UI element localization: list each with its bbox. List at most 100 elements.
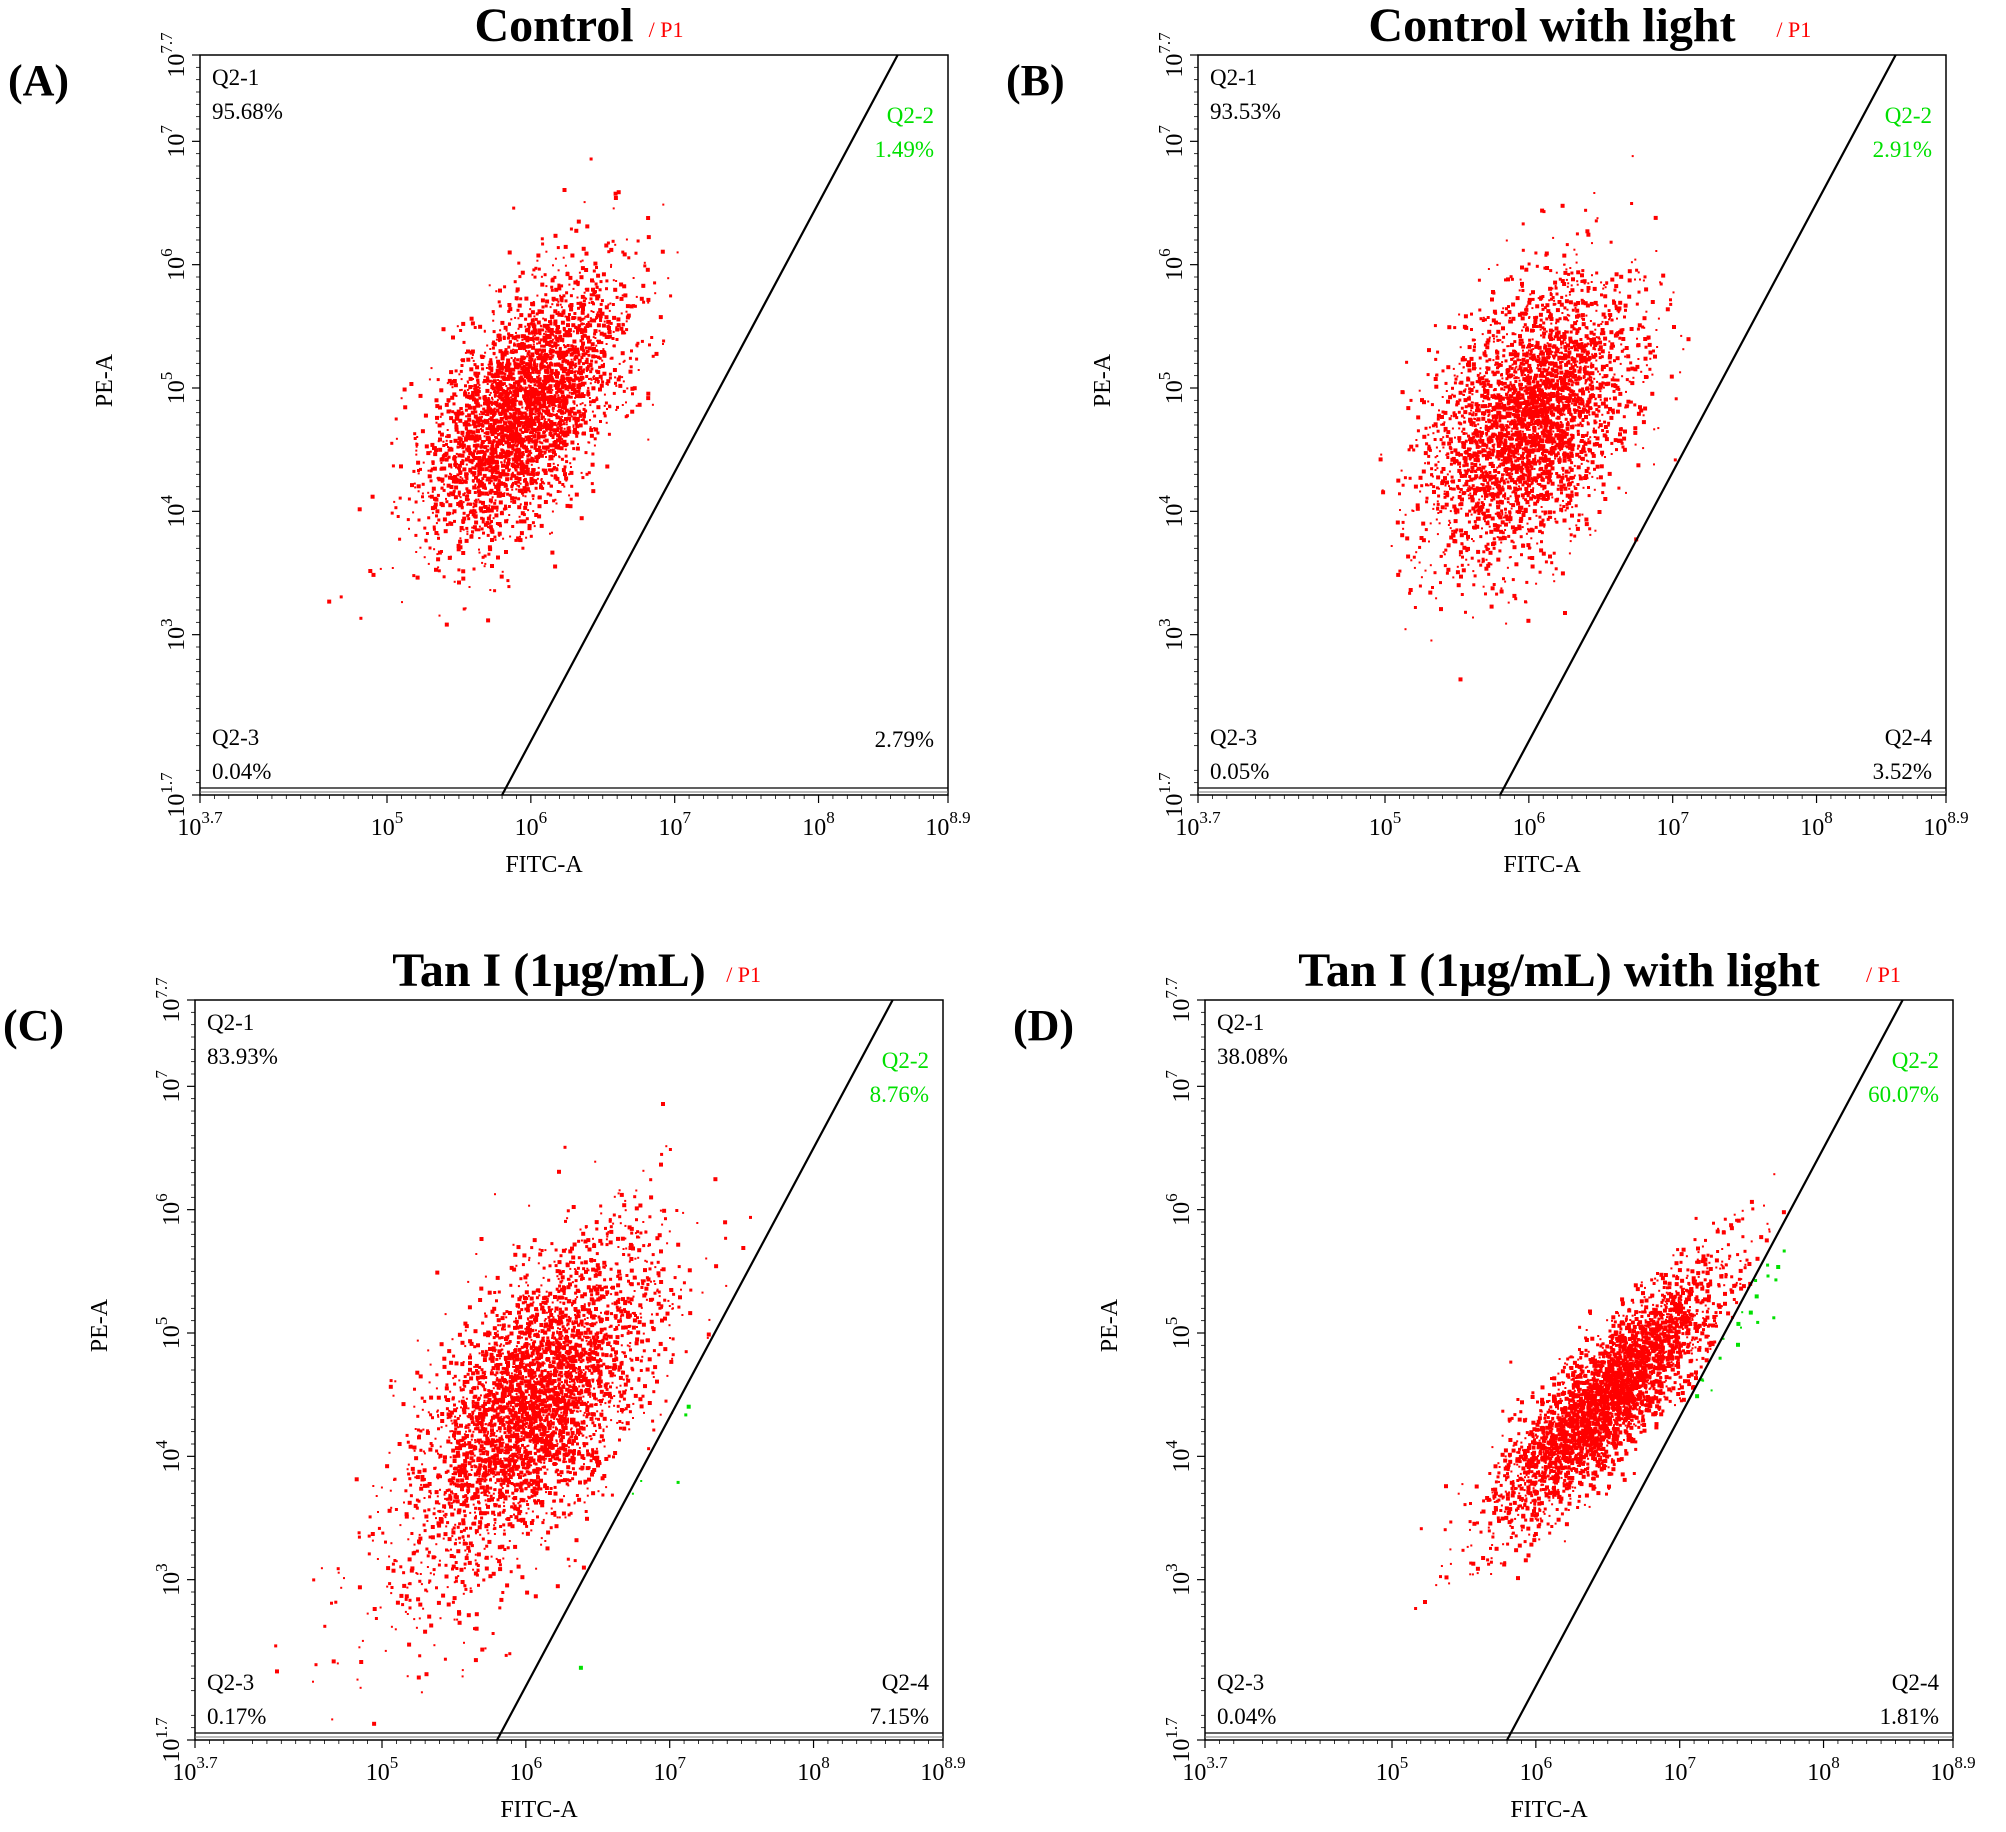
panel-a-q4-percent: 2.79%	[875, 727, 934, 752]
panel-d-q4-name: Q2-4	[1892, 1670, 1940, 1695]
panel-c-y-tick-label-5: 107	[152, 1070, 185, 1103]
panel-c-title: Tan I (1μg/mL)	[392, 944, 706, 997]
panel-b-q1-name: Q2-1	[1210, 65, 1257, 90]
panel-c-gate-name: / P1	[726, 962, 761, 987]
panel-a-x-tick-label-5: 108.9	[925, 808, 970, 841]
panel-b-q2-name: Q2-2	[1885, 103, 1932, 128]
panel-b-y-tick-label-0: 101.7	[1155, 772, 1188, 818]
panel-c-q1-percent: 83.93%	[207, 1044, 278, 1069]
panel-c-y-tick-label-1: 103	[152, 1563, 185, 1596]
panel-c-label: (C)	[3, 1001, 64, 1050]
panel-d-events-q2-1	[1414, 1173, 1786, 1610]
panel-d-gate-name: / P1	[1866, 962, 1901, 987]
panel-d-x-tick-label-1: 105	[1376, 1753, 1409, 1786]
panel-c-x-tick-label-3: 107	[653, 1753, 686, 1786]
panel-c-events-q2-1	[274, 1102, 752, 1726]
panel-d-q4-percent: 1.81%	[1880, 1704, 1939, 1729]
panel-a-label: (A)	[8, 56, 69, 105]
panel-b-q3-percent: 0.05%	[1210, 759, 1269, 784]
panel-d-title: Tan I (1μg/mL) with light	[1298, 944, 1820, 997]
panel-b-events-q2-1	[1378, 155, 1691, 682]
panel-a-y-tick-label-5: 107	[157, 125, 190, 158]
panel-c-y-tick-label-6: 107.7	[152, 977, 185, 1023]
panel-c-y-tick-label-3: 105	[152, 1317, 185, 1350]
panel-b-y-tick-label-2: 104	[1155, 495, 1188, 528]
panel-c-y-tick-label-2: 104	[152, 1440, 185, 1473]
panel-b-q4-percent: 3.52%	[1873, 759, 1932, 784]
panel-b-x-tick-label-1: 105	[1369, 808, 1402, 841]
panel-b-y-tick-label-6: 107.7	[1155, 32, 1188, 78]
panel-b-q4-name: Q2-4	[1885, 725, 1933, 750]
panel-d-q2-name: Q2-2	[1892, 1048, 1939, 1073]
panel-a-y-tick-label-6: 107.7	[157, 32, 190, 78]
panel-d-q1-percent: 38.08%	[1217, 1044, 1288, 1069]
panel-b-y-tick-label-1: 103	[1155, 618, 1188, 651]
panel-c-q2-name: Q2-2	[882, 1048, 929, 1073]
panel-c-q3-percent: 0.17%	[207, 1704, 266, 1729]
panel-c-gate-line	[496, 999, 894, 1741]
panel-d-x-axis-label: FITC-A	[1510, 1797, 1588, 1823]
panel-d-gate-line	[1506, 999, 1904, 1741]
panel-c-q1-name: Q2-1	[207, 1010, 254, 1035]
panel-b-x-tick-label-0: 103.7	[1175, 808, 1221, 841]
panel-c-q2-percent: 8.76%	[870, 1082, 929, 1107]
panel-b: Control with light / P1 (B) 103.7 105 106 107 1…	[1006, 0, 1969, 878]
panel-d-y-axis-label: PE-A	[1097, 1298, 1123, 1352]
panel-c-x-tick-label-4: 108	[797, 1753, 830, 1786]
panel-c-q3-name: Q2-3	[207, 1670, 254, 1695]
panel-b-x-tick-label-2: 106	[1513, 808, 1546, 841]
panel-d-events-q2-2	[1695, 1249, 1786, 1399]
panel-b-y-axis-label: PE-A	[1090, 353, 1116, 407]
panel-b-x-tick-label-5: 108.9	[1923, 808, 1968, 841]
panel-a-x-tick-label-0: 103.7	[177, 808, 223, 841]
panel-b-q3-name: Q2-3	[1210, 725, 1257, 750]
panel-a-q3-percent: 0.04%	[212, 759, 271, 784]
panel-a-y-tick-label-2: 104	[157, 495, 190, 528]
panel-a-y-axis-label: PE-A	[92, 353, 118, 407]
panel-b-title: Control with light	[1368, 0, 1735, 52]
panel-a-x-tick-label-3: 107	[658, 808, 691, 841]
panel-d-x-tick-label-5: 108.9	[1930, 1753, 1975, 1786]
panel-c-x-tick-label-0: 103.7	[172, 1753, 218, 1786]
panel-d-x-tick-label-0: 103.7	[1182, 1753, 1228, 1786]
panel-b-gate-line	[1499, 54, 1897, 796]
panel-d-q2-percent: 60.07%	[1868, 1082, 1939, 1107]
panel-d-x-tick-label-2: 106	[1520, 1753, 1553, 1786]
panel-b-y-tick-label-4: 106	[1155, 248, 1188, 281]
panel-d-y-tick-label-2: 104	[1162, 1440, 1195, 1473]
panel-b-x-tick-label-3: 107	[1656, 808, 1689, 841]
panel-a-q1-name: Q2-1	[212, 65, 259, 90]
panel-c-q4-percent: 7.15%	[870, 1704, 929, 1729]
panel-b-x-tick-label-4: 108	[1800, 808, 1833, 841]
panel-d-q3-name: Q2-3	[1217, 1670, 1264, 1695]
panel-a: Control / P1 (A) 103.7 105 106 107 108 108.9 101.…	[8, 0, 971, 878]
panel-a-x-axis-label: FITC-A	[505, 852, 583, 878]
panel-d-y-tick-label-1: 103	[1162, 1563, 1195, 1596]
panel-c: Tan I (1μg/mL) / P1 (C) 103.7 105 106 107 108 10…	[3, 944, 966, 1823]
panel-c-q4-name: Q2-4	[882, 1670, 930, 1695]
panel-d-y-tick-label-0: 101.7	[1162, 1717, 1195, 1763]
panel-c-y-tick-label-0: 101.7	[152, 1717, 185, 1763]
panel-d-y-tick-label-6: 107.7	[1162, 977, 1195, 1023]
panel-b-label: (B)	[1006, 56, 1065, 105]
panel-a-y-tick-label-3: 105	[157, 372, 190, 405]
panel-a-gate-name: / P1	[649, 17, 684, 42]
panel-d: Tan I (1μg/mL) with light / P1 (D) 103.7 105…	[1013, 944, 1976, 1823]
panel-a-q3-name: Q2-3	[212, 725, 259, 750]
panel-a-x-tick-label-2: 106	[515, 808, 548, 841]
panel-c-x-tick-label-5: 108.9	[920, 1753, 965, 1786]
panel-c-x-tick-label-2: 106	[510, 1753, 543, 1786]
panel-a-y-tick-label-4: 106	[157, 248, 190, 281]
panel-b-gate-name: / P1	[1776, 17, 1811, 42]
panel-d-y-tick-label-3: 105	[1162, 1317, 1195, 1350]
panel-a-y-tick-label-0: 101.7	[157, 772, 190, 818]
panel-d-q3-percent: 0.04%	[1217, 1704, 1276, 1729]
panel-a-q2-percent: 1.49%	[875, 137, 934, 162]
panel-a-x-tick-label-4: 108	[802, 808, 835, 841]
panel-a-events-q2-1	[327, 157, 679, 627]
panel-b-x-axis-label: FITC-A	[1503, 852, 1581, 878]
panel-b-y-tick-label-3: 105	[1155, 372, 1188, 405]
panel-a-q2-name: Q2-2	[887, 103, 934, 128]
panel-d-y-tick-label-4: 106	[1162, 1193, 1195, 1226]
